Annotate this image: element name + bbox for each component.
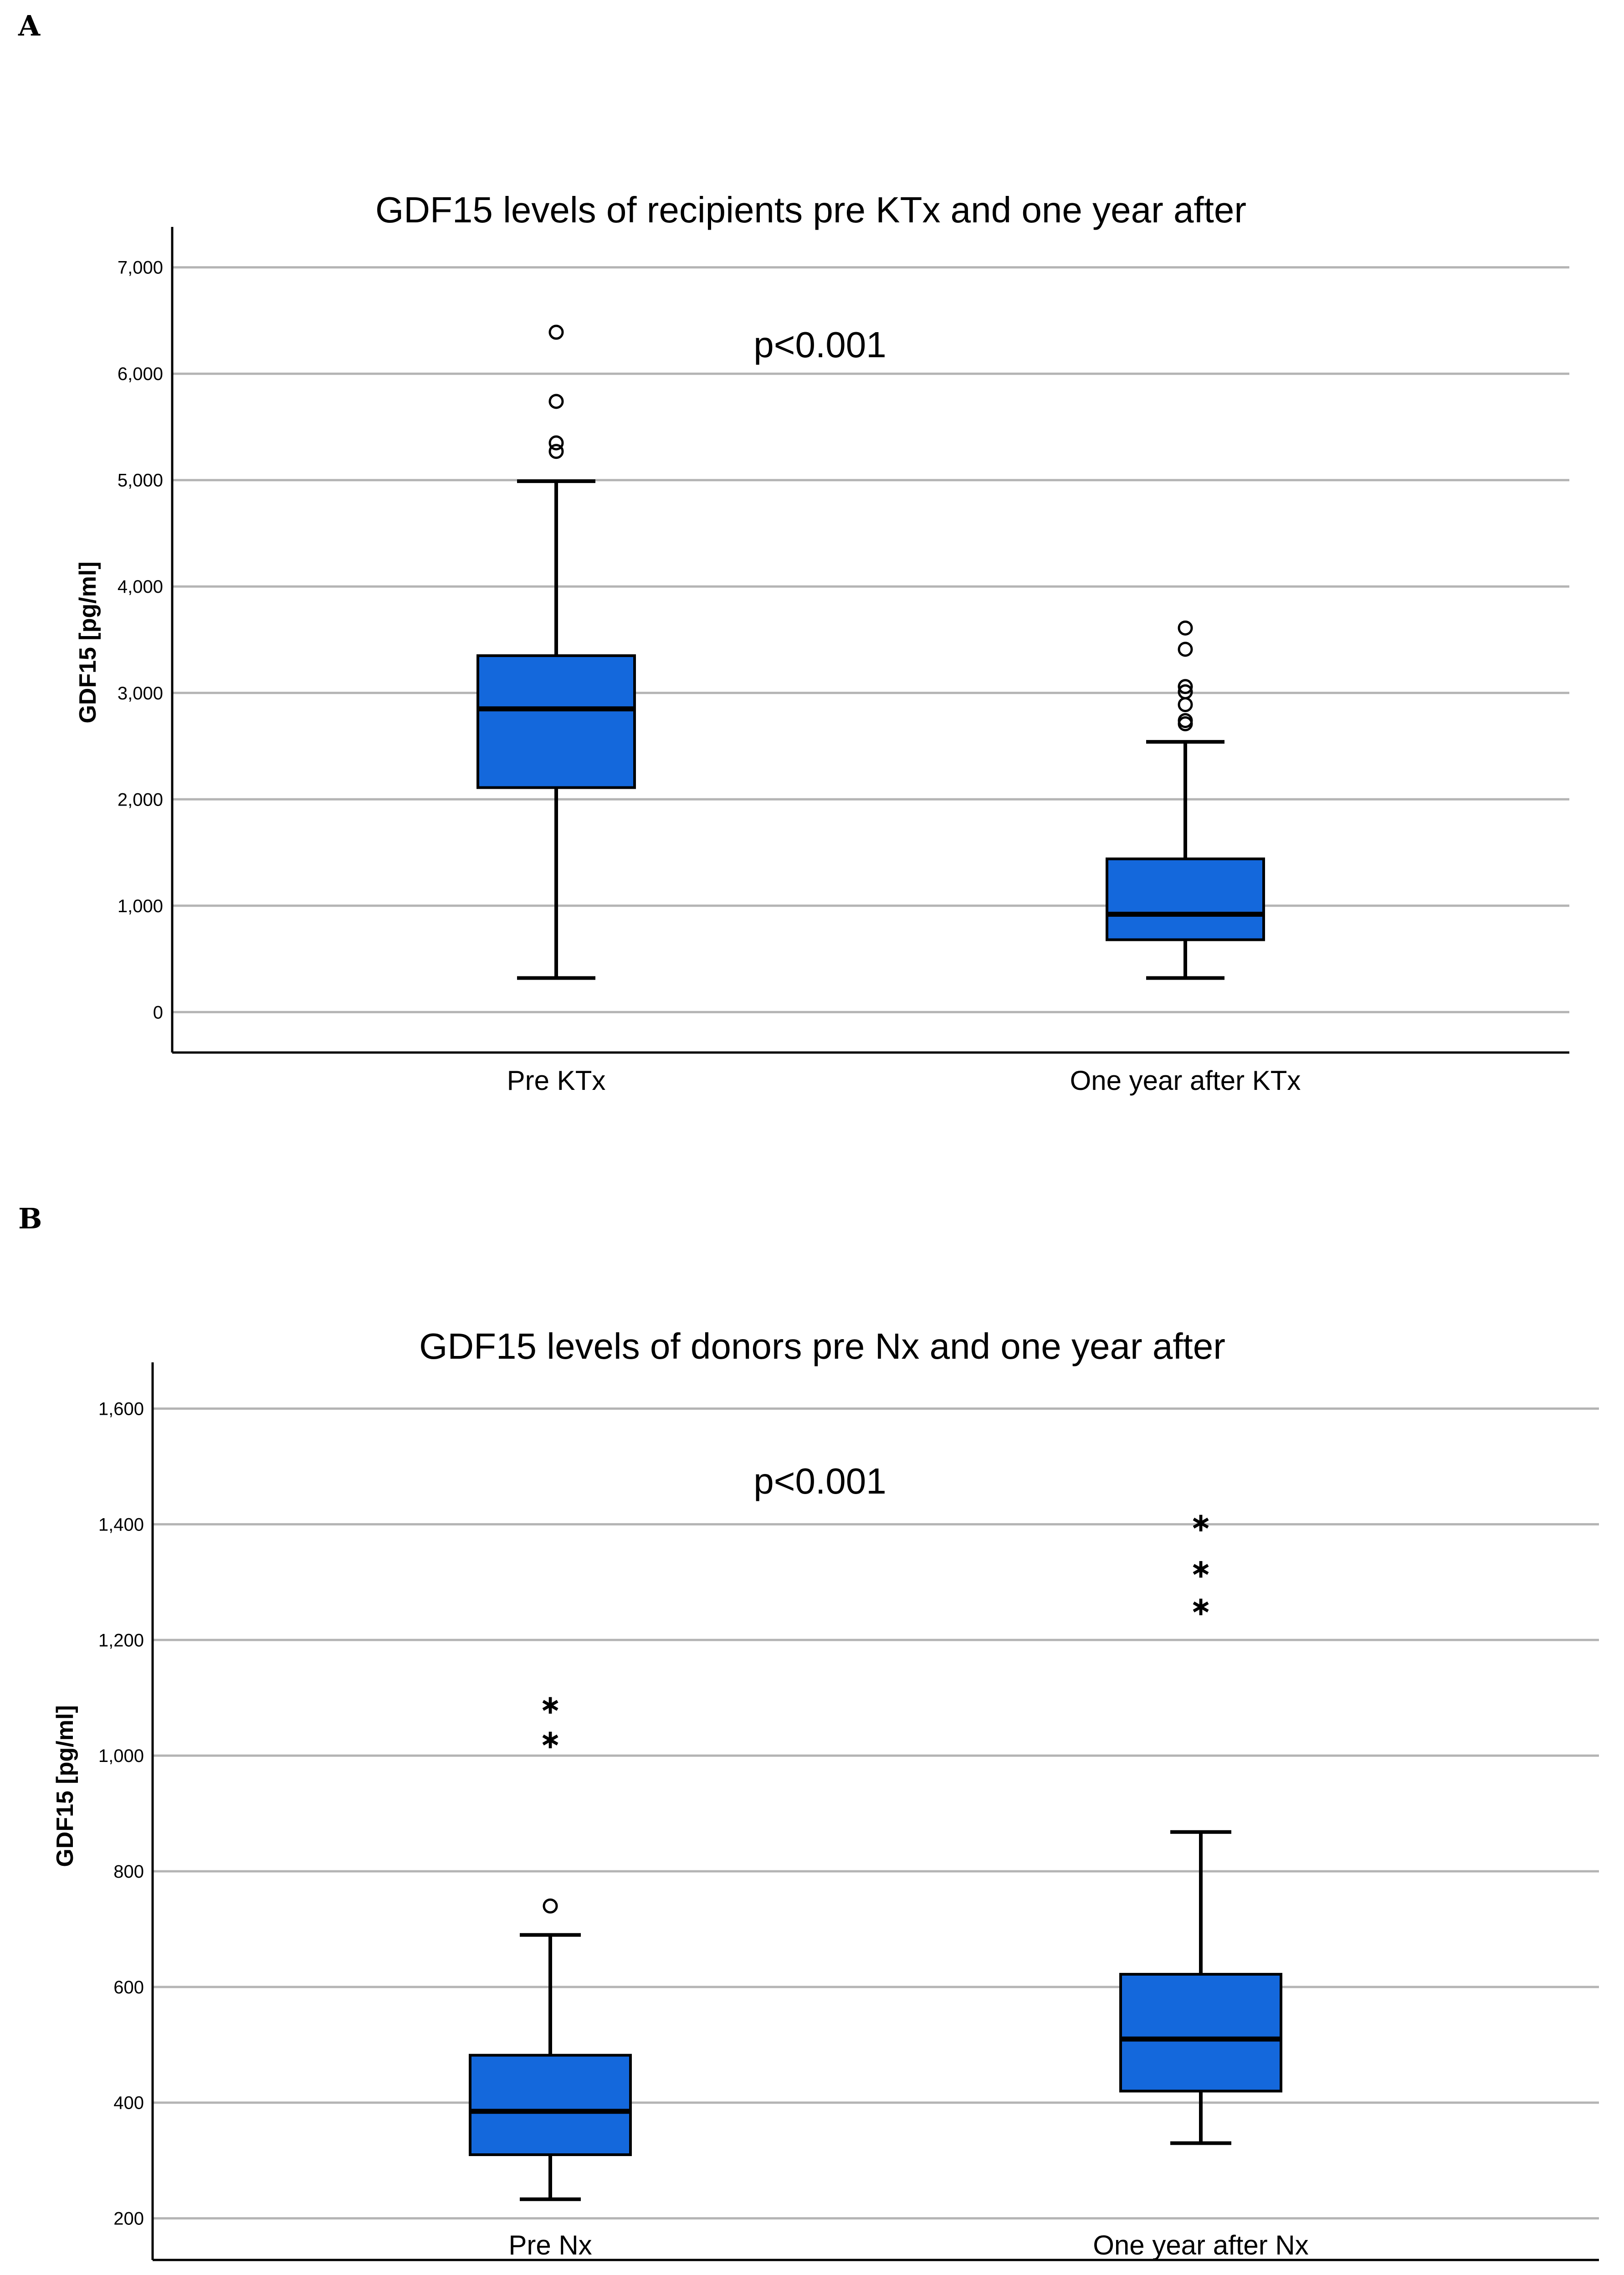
box-iqr	[469, 2054, 632, 2156]
y-tick-label: 1,200	[98, 1630, 144, 1650]
y-tick-label: 5,000	[118, 471, 163, 491]
boxplots	[476, 324, 1265, 980]
boxplot-pre: ∗∗	[469, 1689, 632, 2201]
boxplot-pre	[476, 324, 636, 980]
y-axis-label: GDF15 [pg/ml]	[75, 561, 101, 723]
outlier-marker	[548, 324, 564, 340]
y-tick-label: 7,000	[118, 258, 163, 278]
gridlines	[172, 266, 1569, 1013]
outlier-marker	[1178, 697, 1193, 712]
y-axis-ticks: 200 400 600 800 1,000 1,200 1,400 1,600	[98, 1399, 144, 2229]
y-tick-label: 200	[113, 2209, 144, 2229]
y-tick-label: 800	[113, 1862, 144, 1882]
y-tick-label: 3,000	[118, 683, 163, 704]
y-tick-label: 1,000	[98, 1746, 144, 1766]
x-category-label: One year after Nx	[1093, 2230, 1309, 2260]
y-tick-label: 1,600	[98, 1399, 144, 1419]
outlier-marker	[1178, 679, 1193, 694]
outlier-marker	[548, 394, 564, 409]
axes	[151, 1362, 1599, 2261]
extreme-marker: ∗	[539, 1724, 562, 1755]
x-category-label: Pre Nx	[508, 2230, 592, 2260]
outlier-marker	[543, 1898, 558, 1914]
y-tick-label: 6,000	[118, 364, 163, 384]
x-category-label: Pre KTx	[507, 1065, 606, 1096]
p-value-annotation: p<0.001	[753, 324, 886, 365]
chart-title: GDF15 levels of donors pre Nx and one ye…	[419, 1326, 1225, 1366]
boxplots: ∗∗∗∗∗	[469, 1507, 1282, 2201]
panel-label-a: A	[18, 9, 41, 42]
x-category-label: One year after KTx	[1070, 1065, 1301, 1096]
panel-label-b: B	[18, 1202, 42, 1235]
boxplot-post	[1106, 620, 1265, 980]
y-tick-label: 400	[113, 2093, 144, 2113]
chart-title: GDF15 levels of recipients pre KTx and o…	[375, 190, 1246, 230]
y-tick-label: 0	[153, 1002, 163, 1022]
y-axis-label: GDF15 [pg/ml]	[52, 1705, 78, 1867]
outlier-marker	[1178, 713, 1193, 728]
extreme-marker: ∗	[539, 1689, 562, 1720]
boxplot-post: ∗ ∗ ∗	[1119, 1507, 1282, 2145]
box-iqr	[1119, 1972, 1282, 2093]
y-axis-ticks: 0 1,000 2,000 3,000 4,000 5,000 6,000 7,000	[118, 258, 163, 1023]
outlier-marker	[1178, 642, 1193, 657]
box-iqr	[476, 654, 636, 789]
extreme-marker: ∗	[1190, 1507, 1212, 1538]
x-axis-labels: Pre KTx One year after KTx	[507, 1065, 1301, 1096]
axes	[171, 227, 1569, 1054]
p-value-annotation: p<0.001	[753, 1461, 886, 1501]
chart-a: GDF15 levels of recipients pre KTx and o…	[75, 190, 1569, 1096]
outlier-marker	[548, 444, 564, 459]
chart-b: GDF15 levels of donors pre Nx and one ye…	[52, 1326, 1599, 2261]
outlier-marker	[548, 435, 564, 451]
outlier-marker	[1178, 684, 1193, 699]
y-tick-label: 4,000	[118, 577, 163, 597]
y-tick-label: 600	[113, 1977, 144, 1998]
y-tick-label: 1,000	[118, 896, 163, 916]
y-tick-label: 1,400	[98, 1515, 144, 1535]
y-tick-label: 2,000	[118, 790, 163, 810]
box-iqr	[1106, 858, 1265, 941]
x-axis-labels: Pre Nx One year after Nx	[508, 2230, 1308, 2260]
outlier-marker	[1178, 620, 1193, 636]
gridlines	[153, 1407, 1599, 2220]
extreme-marker: ∗	[1190, 1591, 1212, 1622]
extreme-marker: ∗	[1190, 1553, 1212, 1584]
